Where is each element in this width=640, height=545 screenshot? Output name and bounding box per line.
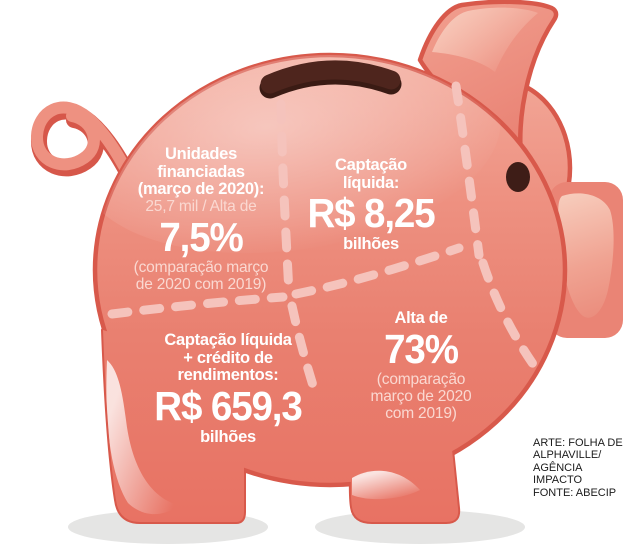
stat-value: R$ 659,3: [154, 382, 303, 429]
cut-line-top-right: [451, 81, 484, 260]
credits: ARTE: FOLHA DE ALPHAVILLE/ AGÊNCIA IMPAC…: [533, 437, 637, 499]
stat-note-line: de 2020 com 2019): [135, 275, 267, 293]
stat-note-line: com 2019): [385, 404, 457, 422]
coin-slot: [260, 60, 401, 94]
stat-value: 7,5%: [159, 213, 243, 260]
pig-snout-inner: [558, 193, 614, 318]
credits-line: FONTE: ABECIP: [533, 486, 617, 499]
stat-captacao-liquida: Captação líquida: R$ 8,25 bilhões: [297, 156, 445, 253]
stat-label-line: Unidades: [165, 144, 237, 163]
cut-line-middle-right: [291, 243, 464, 299]
stat-note-line: março de 2020: [370, 387, 472, 405]
credits-line: ARTE: FOLHA DE: [533, 437, 623, 449]
credits-line: IMPACTO: [533, 474, 583, 487]
stat-label-line: líquida:: [342, 172, 400, 192]
stat-label-line: Alta de: [394, 308, 448, 327]
leg-highlight-front: [106, 360, 178, 515]
cut-line-top-left: [276, 99, 294, 298]
credits-line: ALPHAVILLE/: [533, 449, 602, 462]
stat-note-line: (comparação: [376, 370, 466, 388]
stat-label-line: + crédito de: [183, 347, 273, 367]
credits-line: AGÊNCIA: [533, 461, 583, 474]
stat-label-line: rendimentos:: [177, 365, 279, 384]
stat-unidades-financiadas: Unidades financiadas (março de 2020): 25…: [112, 145, 290, 293]
cut-dashed-lines: [107, 81, 538, 397]
stat-note-line: (comparação março: [133, 258, 269, 276]
stat-value: R$ 8,25: [307, 190, 435, 236]
stat-value: 73%: [384, 325, 459, 372]
stat-subtext: 25,7 mil / Alta de: [145, 197, 257, 215]
stat-unit: bilhões: [200, 426, 256, 446]
pig-ear-inner: [432, 7, 538, 73]
stat-captacao-liquida-credito: Captação líquida + crédito de rendimento…: [138, 331, 318, 445]
stat-label-line: (março de 2020):: [137, 179, 265, 198]
stat-alta-73: Alta de 73% (comparação março de 2020 co…: [346, 309, 496, 422]
stat-unit: bilhões: [343, 234, 399, 253]
stat-label-line: financiadas: [157, 161, 245, 181]
leg-highlight-back: [352, 470, 420, 500]
stat-label-line: Captação: [335, 155, 407, 174]
cut-line-bottom-right: [478, 258, 538, 369]
pig-eye: [506, 162, 530, 192]
pig-tail: [31, 101, 143, 196]
cut-line-bottom-center: [287, 301, 320, 397]
stat-label-line: Captação líquida: [164, 330, 292, 349]
